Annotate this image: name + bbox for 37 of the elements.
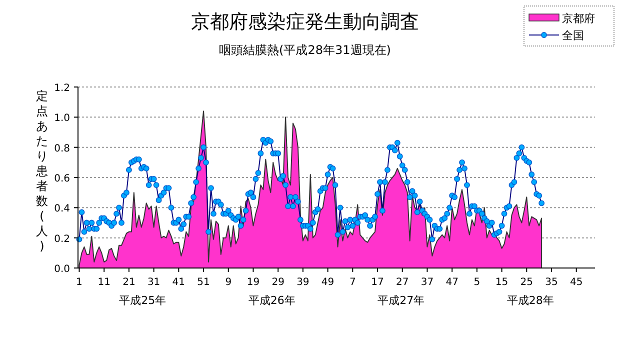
- x-tick-label: 19: [246, 277, 260, 288]
- x-tick-label: 39: [296, 277, 310, 288]
- x-tick-label: 29: [272, 277, 284, 288]
- text: 平成26年: [248, 294, 296, 307]
- legend-label: 京都府: [562, 12, 595, 25]
- x-tick-label: 17: [371, 277, 384, 288]
- y-tick-label: 0.2: [54, 234, 70, 245]
- x-tick-label: 45: [570, 277, 583, 288]
- text: 定点あたり患者数(人): [36, 89, 48, 253]
- y-tick-label: 0.6: [54, 174, 70, 184]
- chart-subtitle: 咽頭結膜熱(平成28年31週現在): [219, 43, 391, 57]
- x-tick-label: 25: [520, 277, 534, 288]
- x-tick-label: 37: [420, 277, 434, 288]
- y-tick-label: 0.4: [54, 204, 70, 215]
- x-tick-label: 31: [147, 277, 160, 288]
- text: 平成25年: [119, 294, 166, 307]
- legend-label: 全国: [562, 29, 584, 42]
- x-tick-label: 1: [76, 277, 82, 288]
- x-tick-label: 51: [197, 277, 210, 288]
- text: 平成28年: [506, 294, 554, 307]
- x-tick-label: 27: [396, 277, 409, 288]
- y-tick-label: 0.8: [54, 143, 70, 154]
- y-tick-label: 1.2: [54, 83, 70, 94]
- y-tick-label: 1.0: [54, 113, 70, 124]
- x-tick-label: 41: [172, 277, 186, 288]
- text: 平成27年: [378, 294, 425, 307]
- x-tick-label: 5: [474, 277, 480, 288]
- y-tick-label: 0.0: [54, 264, 70, 275]
- x-tick-label: 47: [446, 277, 458, 288]
- x-tick-label: 9: [225, 277, 232, 288]
- chart-title: 京都府感染症発生動向調査: [191, 11, 419, 33]
- x-tick-label: 35: [545, 277, 558, 288]
- x-tick-label: 11: [98, 277, 110, 288]
- x-tick-label: 49: [321, 277, 334, 288]
- x-tick-label: 15: [495, 277, 508, 288]
- x-tick-label: 21: [122, 277, 136, 288]
- x-tick-label: 7: [349, 277, 356, 288]
